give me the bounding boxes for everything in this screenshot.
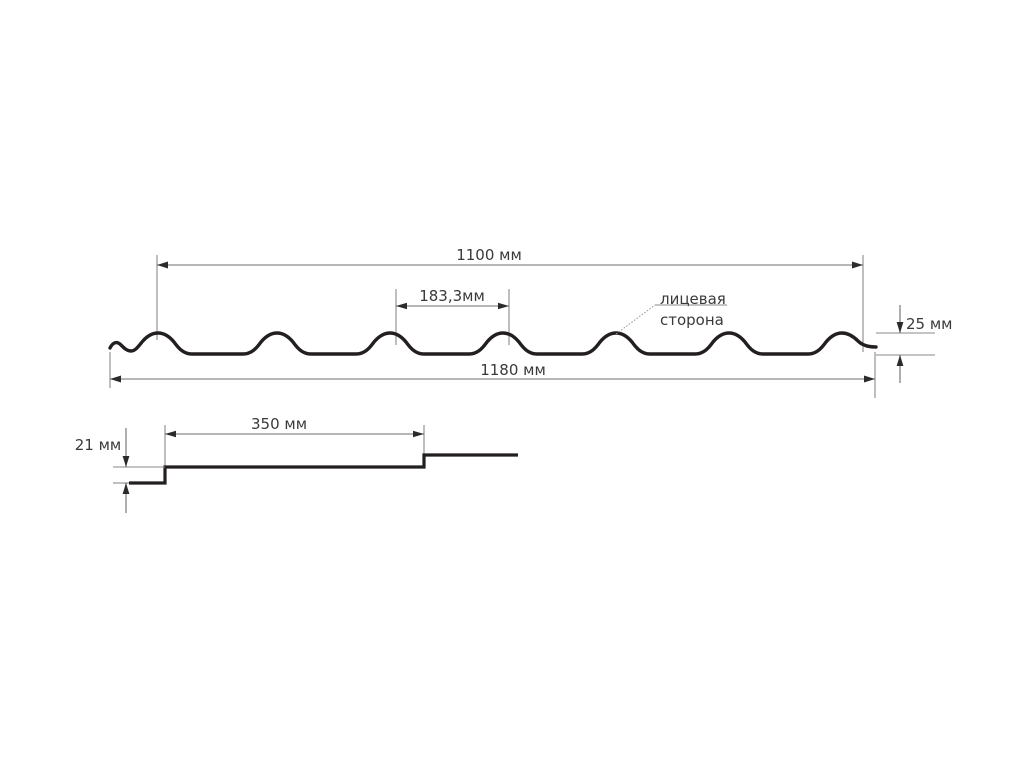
bottom-view-group: 350 мм 21 мм bbox=[75, 415, 518, 513]
step-profile-path bbox=[129, 453, 518, 485]
leader-line-face-side bbox=[615, 304, 656, 335]
arrow-350-left bbox=[165, 430, 176, 438]
arrow-25-top bbox=[896, 322, 904, 333]
arrow-1180-right bbox=[864, 375, 875, 383]
arrow-25-bottom bbox=[896, 355, 904, 366]
annotation-face-side-line1: лицевая bbox=[660, 290, 726, 308]
dim-label-350: 350 мм bbox=[251, 415, 307, 433]
corrugated-profile-path bbox=[108, 331, 878, 356]
dim-label-1180: 1180 мм bbox=[480, 361, 546, 379]
dim-label-1100: 1100 мм bbox=[456, 246, 522, 264]
top-view-group: 1100 мм 183,3мм лицевая сторона 1180 bbox=[108, 246, 953, 398]
arrow-21-bottom bbox=[122, 483, 130, 494]
dim-label-25: 25 мм bbox=[906, 315, 953, 333]
annotation-face-side-line2: сторона bbox=[660, 311, 724, 329]
arrow-1100-left bbox=[157, 261, 168, 269]
arrow-21-top bbox=[122, 456, 130, 467]
dim-label-pitch: 183,3мм bbox=[419, 287, 485, 305]
dim-label-21: 21 мм bbox=[75, 436, 122, 454]
arrow-pitch-left bbox=[396, 302, 407, 310]
arrow-350-right bbox=[413, 430, 424, 438]
arrow-pitch-right bbox=[498, 302, 509, 310]
arrow-1180-left bbox=[110, 375, 121, 383]
arrow-1100-right bbox=[852, 261, 863, 269]
